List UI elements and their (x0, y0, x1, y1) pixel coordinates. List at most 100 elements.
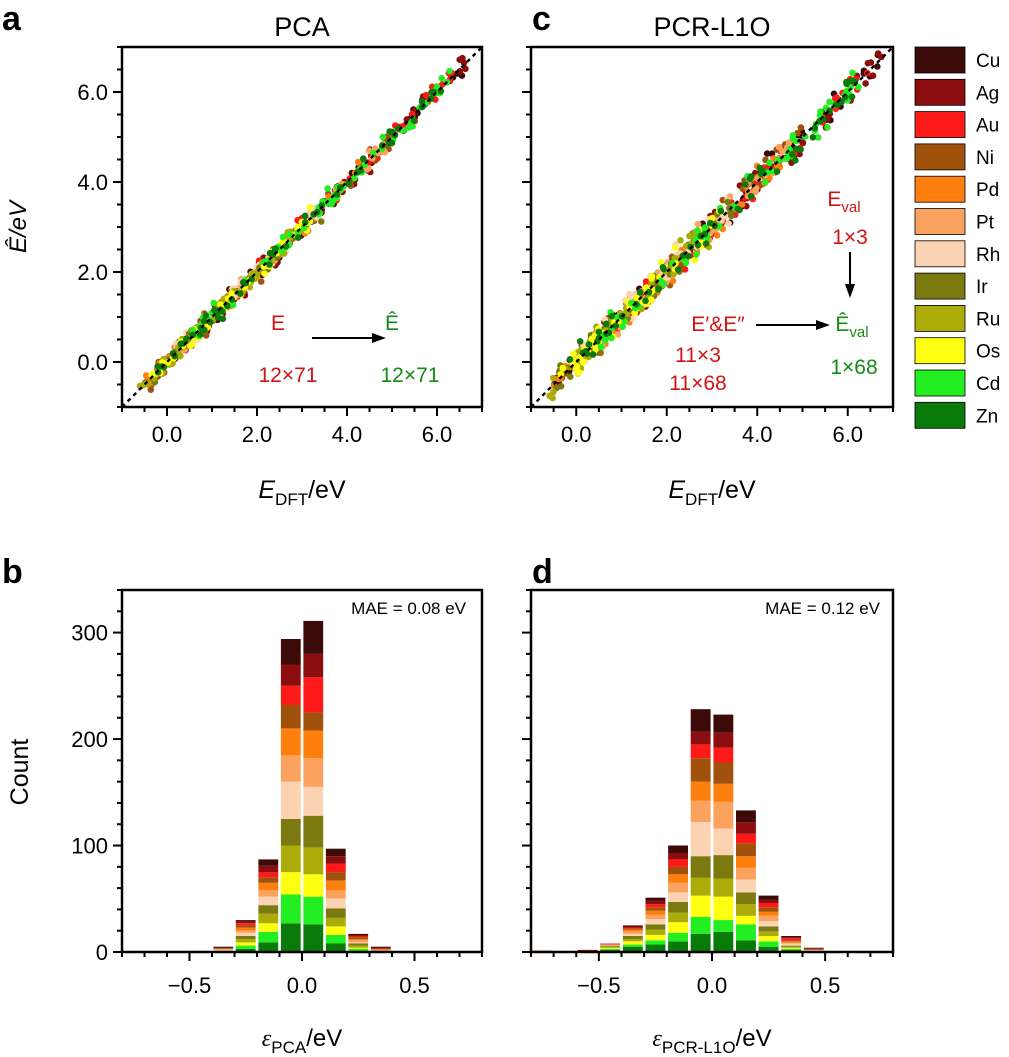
x-tick-label: 0.0 (561, 422, 592, 447)
scatter-point-os (671, 244, 679, 251)
scatter-point-ag (874, 50, 882, 57)
scatter-point-ir (557, 382, 565, 390)
bar-segment-cd (758, 941, 779, 947)
scatter-point-cd (446, 67, 453, 75)
bar-segment-rh (668, 892, 688, 902)
bar-segment-cu (690, 709, 711, 732)
scatter-point-os (633, 294, 640, 302)
bar-segment-pd (668, 874, 688, 883)
bar-segment-ni (280, 705, 301, 729)
bar-segment-cu (713, 714, 734, 733)
bar-segment-ir (258, 905, 279, 914)
bar-segment-os (325, 926, 346, 935)
scatter-point-cd (621, 318, 628, 325)
bar-segment-rh (758, 921, 779, 927)
bar-segment-au (280, 685, 301, 705)
legend-label-cd: Cd (976, 374, 1000, 395)
bar-segment-pd (713, 783, 734, 802)
scatter-point-os (647, 296, 655, 303)
legend-swatch-rh (914, 240, 966, 268)
scatter-point-zn (792, 157, 799, 164)
bar-segment-au (303, 677, 324, 713)
ticks-pca: 0.0 2.0 4.0 6.0 0.0 2.0 4.0 6.0 (77, 46, 483, 447)
legend-label-os: Os (976, 342, 1000, 363)
bar-segment-ru (713, 878, 734, 897)
annot-c-eval-dim: 1×3 (832, 226, 868, 249)
bar-segment-ni (690, 758, 711, 782)
legend-label-ru: Ru (976, 309, 1000, 330)
bar-segment-cd (258, 931, 279, 943)
histogram-bars-pca (190, 620, 391, 952)
annot-a-dim-right: 12×71 (381, 364, 440, 387)
bar-segment-os (622, 941, 643, 945)
scatter-point-ni (257, 278, 265, 285)
bar-segment-rh (532, 949, 553, 951)
legend-swatch-au (914, 111, 966, 138)
bar-segment-ag (370, 947, 391, 949)
bar-segment-cu (645, 897, 666, 901)
bar-segment-pd (325, 880, 346, 891)
bar-segment-ag (235, 921, 256, 924)
scatter-point-zn (788, 151, 796, 158)
bar-segment-cd (622, 944, 643, 947)
scatter-point-zn (282, 242, 290, 250)
bar-segment-rh (258, 896, 279, 906)
bar-segment-ir (325, 908, 346, 918)
bar-segment-ag (577, 949, 598, 951)
scatter-point-ir (728, 212, 735, 220)
bar-segment-rh (736, 879, 756, 893)
bar-segment-ru (690, 877, 711, 896)
bar-segment-os (781, 947, 802, 949)
scatter-plot-pca: 0.0 2.0 4.0 6.0 0.0 2.0 4.0 6.0 (77, 45, 484, 447)
bar-segment-ir (303, 815, 324, 848)
scatter-point-zn (608, 313, 615, 320)
bar-segment-ir (645, 924, 666, 930)
ticks-hist-pca: −0.5 0.0 0.5 0 100 200 300 (71, 589, 483, 998)
histogram-bars-pcr-l1o (532, 709, 824, 952)
scatter-point-os (306, 204, 314, 211)
y-tick-label: 2.0 (77, 260, 108, 285)
scatter-point-au (642, 278, 650, 285)
x-tick-label: 4.0 (332, 422, 363, 447)
bar-segment-ru (258, 913, 279, 924)
legend-swatch-os (914, 337, 966, 365)
bar-segment-ag (781, 937, 802, 939)
bar-segment-pt (690, 800, 711, 823)
scatter-point-cd (619, 323, 626, 331)
bar-segment-ru (781, 946, 802, 948)
bar-segment-ni (258, 877, 279, 883)
scatter-point-cd (766, 159, 773, 167)
scatter-point-zn (237, 290, 244, 298)
bar-segment-au (622, 927, 643, 929)
bar-segment-ir (713, 855, 734, 879)
scatter-point-zn (848, 93, 856, 101)
scatter-point-au (422, 91, 430, 99)
scatter-point-zn (333, 191, 341, 198)
bar-segment-zn (258, 942, 279, 952)
legend-swatch-ni (914, 143, 966, 171)
bar-segment-au (645, 904, 666, 908)
bar-segment-ir (280, 818, 301, 846)
x-tick-label: 2.0 (242, 422, 273, 447)
parity-line-pcr-l1o (530, 46, 894, 408)
bar-segment-ag (258, 865, 279, 873)
scatter-point-cd (601, 337, 609, 344)
bar-segment-ni (668, 866, 688, 875)
scatter-point-zn (742, 181, 749, 188)
scatter-point-cd (189, 326, 196, 334)
scatter-point-zn (642, 297, 649, 305)
bar-segment-pd (370, 948, 391, 950)
bar-segment-zn (325, 943, 346, 952)
bar-segment-ni (758, 907, 779, 912)
bar-segment-ru (758, 931, 779, 937)
bar-segment-pt (280, 755, 301, 782)
annot-a-dim-left: 12×71 (259, 364, 318, 387)
bar-segment-pd (258, 882, 279, 891)
bar-segment-ni (325, 872, 346, 881)
bar-segment-rh (713, 828, 734, 856)
histogram-pcr-l1o: −0.5 0.0 0.5 (522, 588, 895, 998)
scatter-point-cd (433, 83, 441, 90)
bar-segment-ir (736, 892, 756, 905)
scatter-point-cd (210, 299, 217, 307)
bar-segment-pd (235, 927, 256, 931)
